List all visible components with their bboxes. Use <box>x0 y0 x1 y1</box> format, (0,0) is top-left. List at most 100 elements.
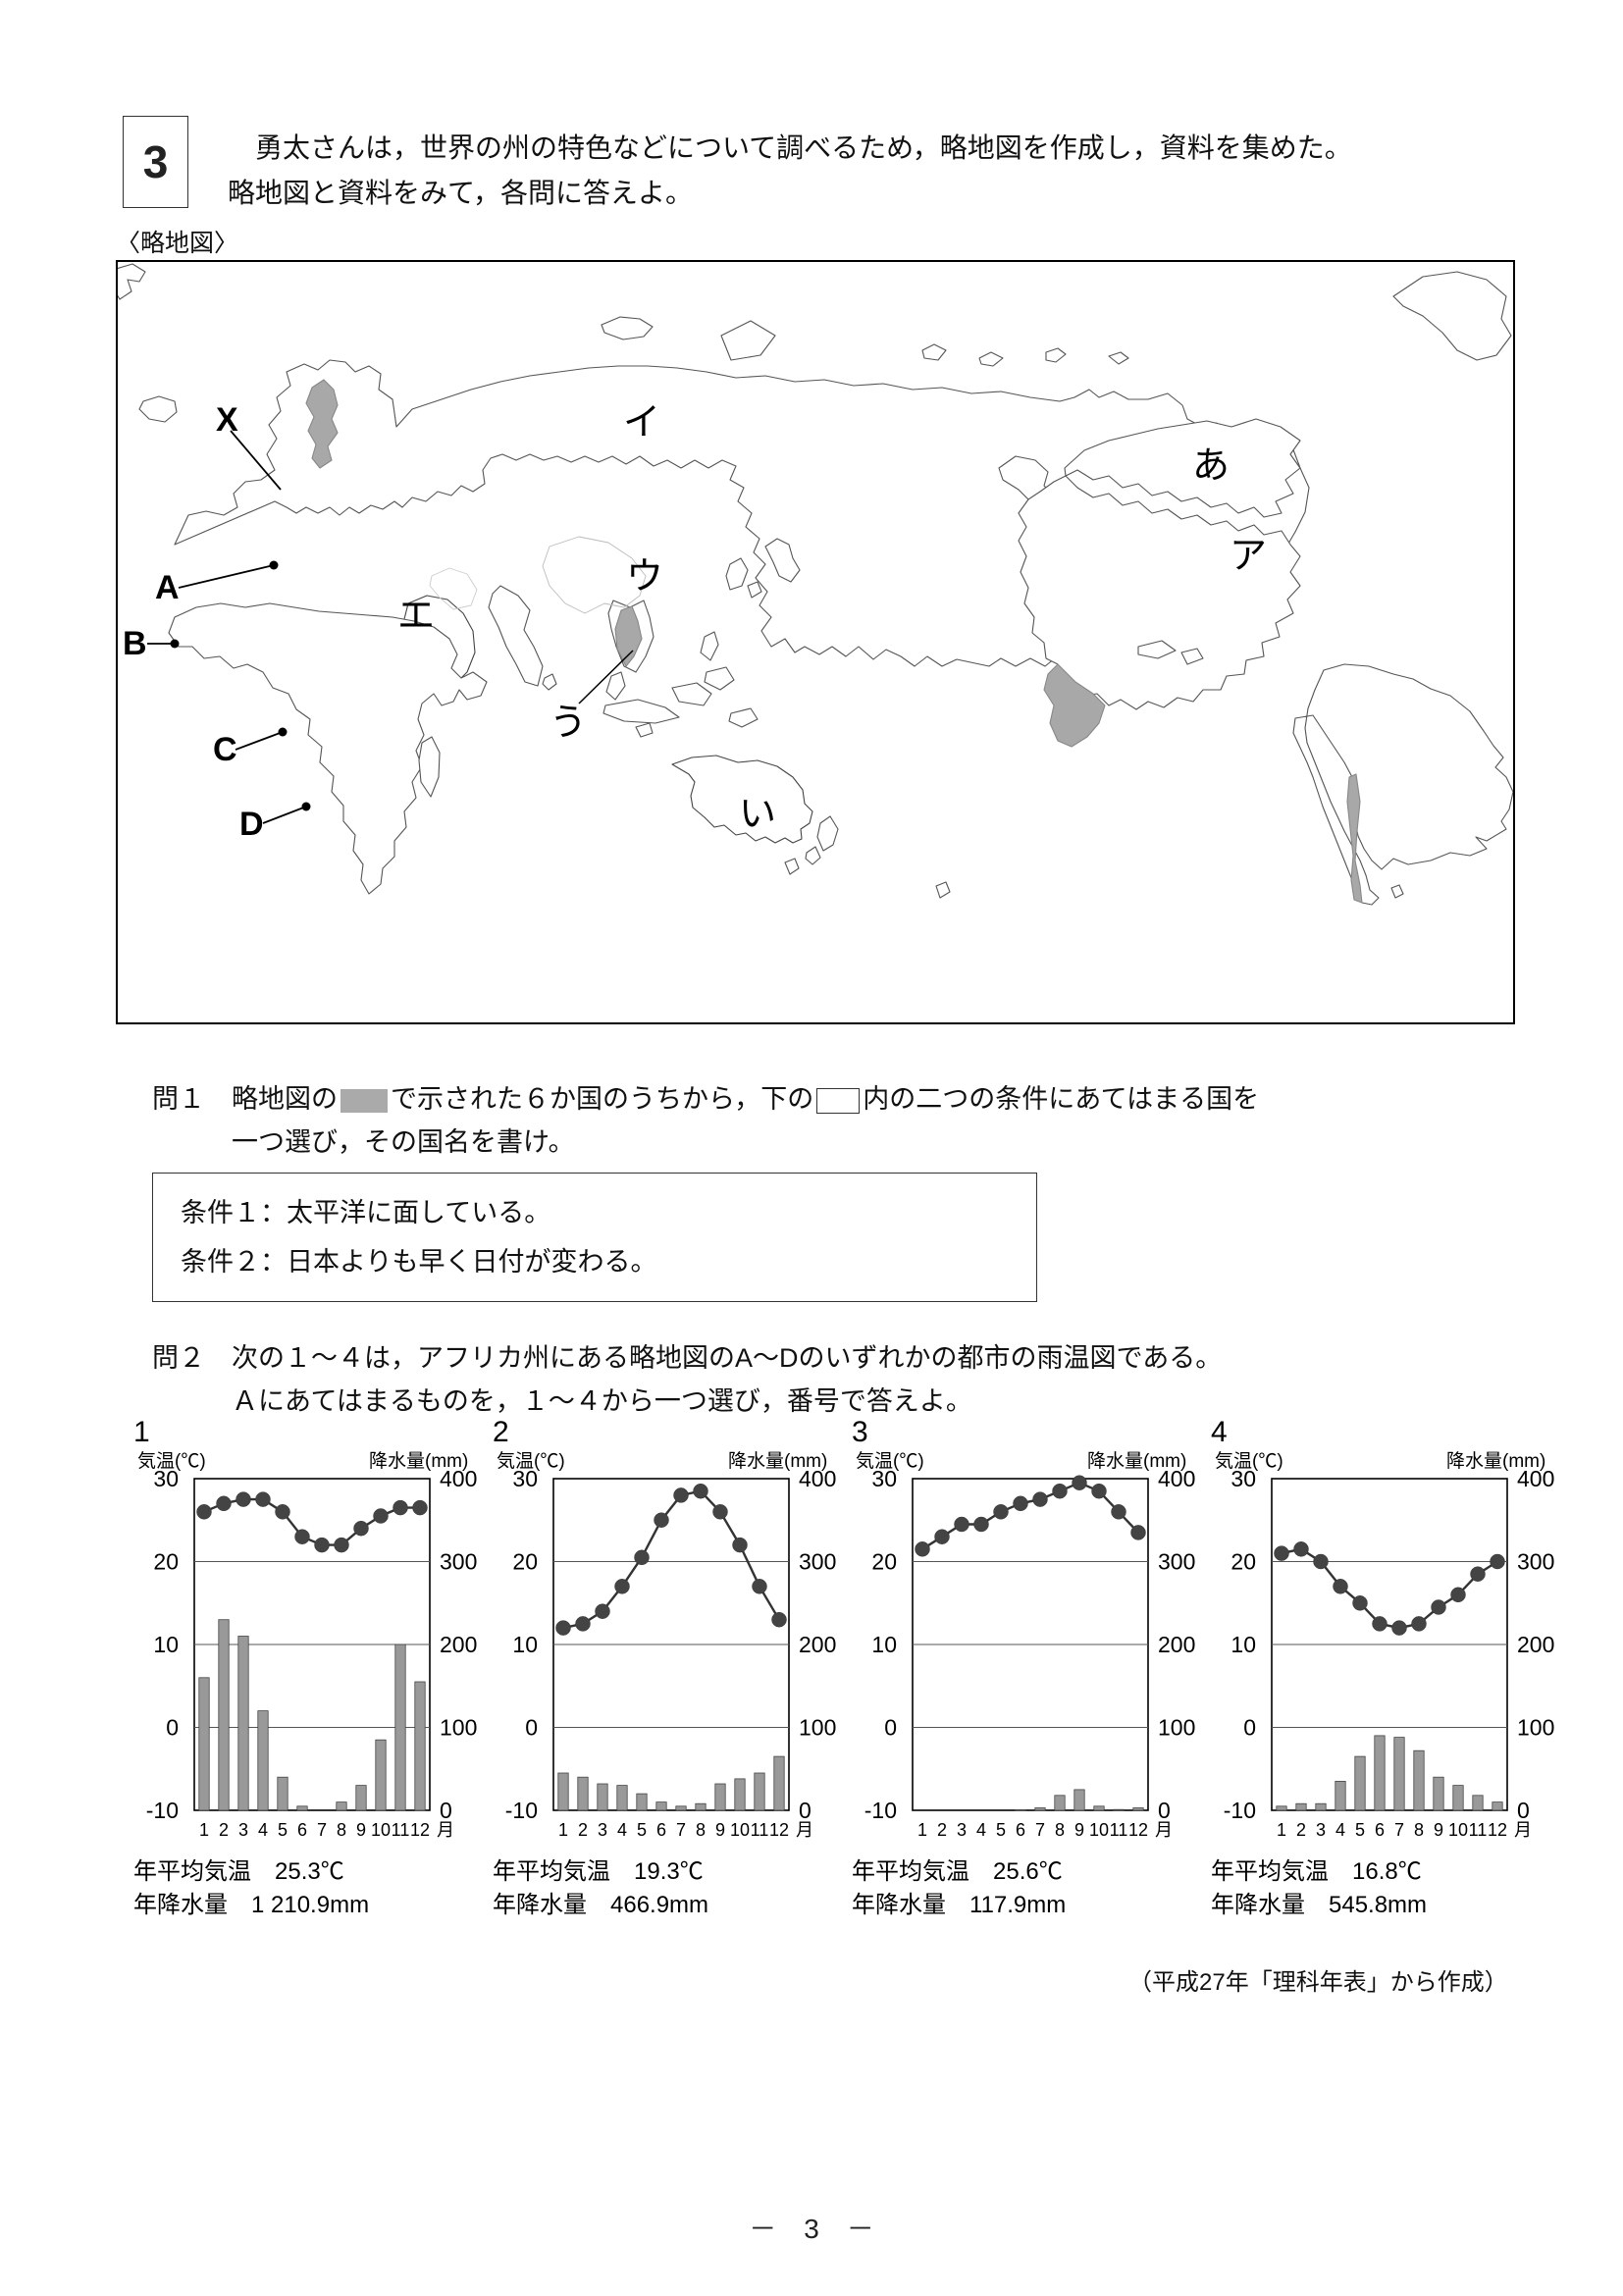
svg-text:-10: -10 <box>1224 1798 1256 1823</box>
svg-text:年降水量 1 210.9mm: 年降水量 1 210.9mm <box>133 1892 369 1918</box>
svg-text:300: 300 <box>799 1549 836 1575</box>
svg-text:4: 4 <box>258 1820 268 1840</box>
svg-text:30: 30 <box>512 1466 538 1491</box>
svg-text:5: 5 <box>278 1820 288 1840</box>
svg-text:5: 5 <box>996 1820 1006 1840</box>
svg-text:8: 8 <box>1055 1820 1065 1840</box>
svg-text:20: 20 <box>512 1549 538 1575</box>
svg-text:20: 20 <box>1230 1549 1256 1575</box>
svg-text:C: C <box>213 731 237 768</box>
svg-text:0: 0 <box>166 1715 179 1741</box>
svg-text:20: 20 <box>871 1549 897 1575</box>
svg-text:A: A <box>155 569 180 606</box>
svg-text:ウ: ウ <box>626 556 663 598</box>
svg-text:2: 2 <box>578 1820 588 1840</box>
svg-text:4: 4 <box>1211 1420 1228 1448</box>
svg-text:B: B <box>123 625 147 662</box>
svg-text:-10: -10 <box>146 1798 179 1823</box>
svg-text:2: 2 <box>219 1820 229 1840</box>
svg-text:400: 400 <box>1158 1466 1195 1491</box>
svg-text:30: 30 <box>153 1466 179 1491</box>
svg-text:200: 200 <box>1517 1632 1554 1657</box>
svg-text:9: 9 <box>1074 1820 1084 1840</box>
svg-text:イ: イ <box>623 402 660 444</box>
svg-text:月: 月 <box>1514 1820 1532 1840</box>
svg-text:D: D <box>239 806 264 843</box>
svg-text:10: 10 <box>153 1632 179 1657</box>
svg-text:11: 11 <box>1469 1820 1488 1840</box>
svg-text:い: い <box>739 794 776 835</box>
svg-text:3: 3 <box>598 1820 607 1840</box>
svg-text:3: 3 <box>1316 1820 1326 1840</box>
svg-text:年平均気温 25.3℃: 年平均気温 25.3℃ <box>133 1858 344 1885</box>
svg-text:30: 30 <box>871 1466 897 1491</box>
svg-text:300: 300 <box>1517 1549 1554 1575</box>
svg-text:30: 30 <box>1230 1466 1256 1491</box>
svg-text:300: 300 <box>1158 1549 1195 1575</box>
svg-text:う: う <box>550 703 587 744</box>
svg-text:100: 100 <box>1517 1715 1554 1741</box>
svg-text:6: 6 <box>297 1820 307 1840</box>
svg-text:10: 10 <box>730 1820 750 1840</box>
svg-text:年平均気温 19.3℃: 年平均気温 19.3℃ <box>493 1858 704 1885</box>
svg-text:3: 3 <box>852 1420 868 1448</box>
svg-text:9: 9 <box>356 1820 366 1840</box>
svg-text:月: 月 <box>437 1820 454 1840</box>
svg-text:年降水量 466.9mm: 年降水量 466.9mm <box>493 1892 708 1918</box>
svg-text:100: 100 <box>440 1715 477 1741</box>
svg-text:年平均気温 25.6℃: 年平均気温 25.6℃ <box>852 1858 1063 1885</box>
svg-text:2: 2 <box>1296 1820 1306 1840</box>
svg-text:8: 8 <box>337 1820 346 1840</box>
svg-text:あ: あ <box>1192 445 1230 487</box>
svg-text:300: 300 <box>440 1549 477 1575</box>
svg-text:20: 20 <box>153 1549 179 1575</box>
svg-text:1: 1 <box>917 1820 927 1840</box>
svg-text:3: 3 <box>238 1820 248 1840</box>
svg-text:400: 400 <box>799 1466 836 1491</box>
svg-text:11: 11 <box>751 1820 769 1840</box>
svg-text:9: 9 <box>715 1820 725 1840</box>
svg-text:100: 100 <box>1158 1715 1195 1741</box>
svg-text:ア: ア <box>1230 536 1267 577</box>
svg-text:400: 400 <box>440 1466 477 1491</box>
svg-text:0: 0 <box>1243 1715 1256 1741</box>
svg-text:-10: -10 <box>505 1798 538 1823</box>
svg-text:1: 1 <box>133 1420 150 1448</box>
svg-text:8: 8 <box>696 1820 706 1840</box>
svg-text:4: 4 <box>617 1820 627 1840</box>
svg-text:0: 0 <box>884 1715 897 1741</box>
svg-text:12: 12 <box>410 1820 430 1840</box>
svg-text:10: 10 <box>1230 1632 1256 1657</box>
svg-text:2: 2 <box>937 1820 947 1840</box>
svg-text:3: 3 <box>957 1820 967 1840</box>
svg-text:10: 10 <box>1448 1820 1468 1840</box>
svg-text:-10: -10 <box>864 1798 897 1823</box>
svg-text:12: 12 <box>1128 1820 1148 1840</box>
svg-text:200: 200 <box>799 1632 836 1657</box>
svg-text:8: 8 <box>1414 1820 1424 1840</box>
svg-text:2: 2 <box>493 1420 509 1448</box>
svg-text:0: 0 <box>525 1715 538 1741</box>
svg-text:10: 10 <box>1089 1820 1109 1840</box>
svg-text:10: 10 <box>371 1820 391 1840</box>
svg-text:年平均気温 16.8℃: 年平均気温 16.8℃ <box>1211 1858 1422 1885</box>
svg-text:4: 4 <box>1335 1820 1345 1840</box>
svg-text:月: 月 <box>796 1820 813 1840</box>
svg-text:6: 6 <box>1016 1820 1025 1840</box>
svg-text:6: 6 <box>656 1820 666 1840</box>
svg-text:200: 200 <box>1158 1632 1195 1657</box>
svg-text:9: 9 <box>1434 1820 1443 1840</box>
svg-text:11: 11 <box>1110 1820 1128 1840</box>
svg-text:年降水量 117.9mm: 年降水量 117.9mm <box>852 1892 1066 1918</box>
svg-text:7: 7 <box>317 1820 327 1840</box>
svg-text:12: 12 <box>769 1820 789 1840</box>
svg-text:4: 4 <box>976 1820 986 1840</box>
svg-text:5: 5 <box>637 1820 647 1840</box>
svg-text:400: 400 <box>1517 1466 1554 1491</box>
svg-text:100: 100 <box>799 1715 836 1741</box>
svg-text:11: 11 <box>392 1820 410 1840</box>
svg-text:月: 月 <box>1155 1820 1173 1840</box>
svg-text:12: 12 <box>1488 1820 1507 1840</box>
svg-text:200: 200 <box>440 1632 477 1657</box>
svg-text:1: 1 <box>1277 1820 1286 1840</box>
